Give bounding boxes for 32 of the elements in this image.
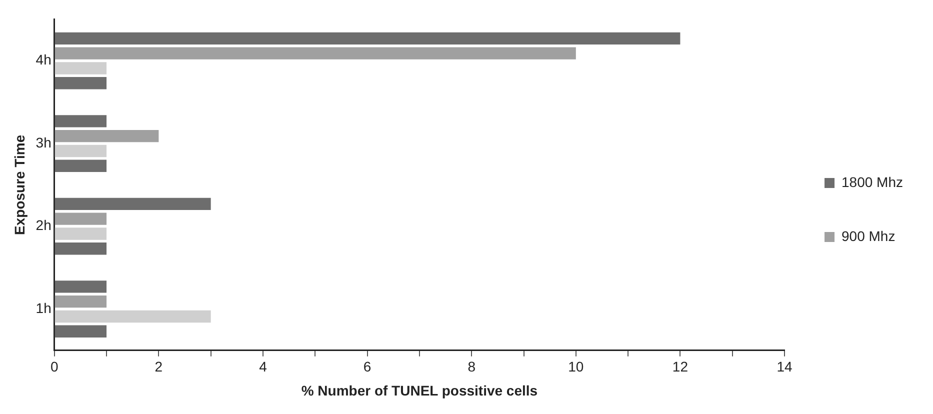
bar	[54, 198, 211, 210]
bar	[54, 115, 107, 128]
y-tick-label: 4h	[36, 52, 52, 68]
bar	[54, 32, 680, 45]
x-axis-title: % Number of TUNEL possitive cells	[301, 382, 538, 398]
bar	[54, 77, 107, 90]
bar	[54, 160, 107, 172]
bar	[54, 325, 107, 338]
legend-label: 900 Mhz	[842, 228, 896, 244]
y-tick-label: 2h	[36, 217, 52, 234]
x-tick-label: 6	[363, 358, 372, 375]
bar	[54, 280, 107, 293]
x-tick-label: 14	[776, 358, 793, 375]
bar	[54, 144, 107, 158]
x-tick-label: 4	[259, 358, 268, 375]
x-tick-label: 8	[468, 358, 476, 375]
bar	[54, 310, 211, 323]
x-tick-label: 10	[568, 358, 584, 375]
x-tick-label: 0	[50, 358, 58, 375]
y-axis-title: Exposure Time	[11, 134, 28, 235]
bar	[54, 130, 159, 142]
x-tick-label: 12	[672, 358, 688, 375]
legend-label: 1800 Mhz	[842, 174, 903, 190]
bar	[54, 242, 107, 255]
y-tick-label: 1h	[36, 300, 52, 316]
bar	[54, 212, 107, 225]
bar	[54, 47, 576, 60]
bar	[54, 295, 107, 308]
y-tick-label: 3h	[36, 134, 52, 150]
bar	[54, 62, 107, 74]
x-tick-label: 2	[154, 358, 163, 375]
bar	[54, 228, 107, 240]
